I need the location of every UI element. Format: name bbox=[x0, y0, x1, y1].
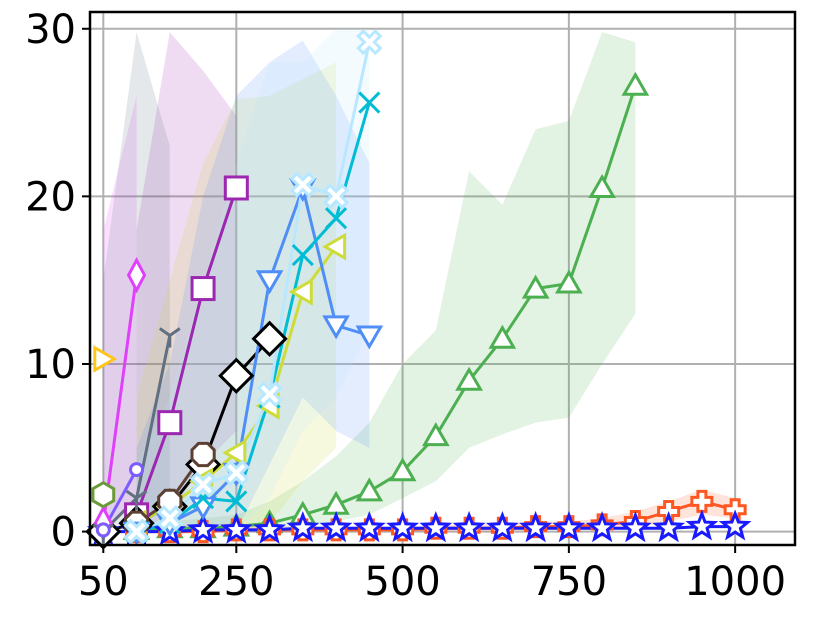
data-point bbox=[126, 256, 147, 294]
data-point bbox=[93, 345, 118, 373]
data-point bbox=[222, 439, 247, 467]
data-point bbox=[91, 480, 116, 509]
data-point bbox=[156, 505, 183, 532]
series-band bbox=[136, 489, 736, 532]
data-point bbox=[288, 278, 313, 306]
x-tick-label: 250 bbox=[198, 559, 274, 605]
series-line bbox=[101, 274, 139, 524]
data-point bbox=[286, 510, 320, 543]
data-point bbox=[452, 510, 486, 543]
x-tick-label: 500 bbox=[364, 559, 440, 605]
data-point bbox=[125, 489, 148, 511]
data-point bbox=[685, 509, 719, 541]
data-point bbox=[652, 510, 686, 543]
data-point bbox=[621, 71, 650, 96]
series-marker-group bbox=[93, 345, 118, 373]
data-point bbox=[388, 457, 417, 482]
data-point bbox=[618, 510, 652, 543]
data-point bbox=[289, 171, 316, 198]
data-point bbox=[322, 315, 350, 340]
data-point bbox=[223, 175, 249, 201]
data-point bbox=[356, 29, 383, 56]
data-point bbox=[325, 207, 348, 230]
data-point bbox=[157, 410, 183, 436]
series-band bbox=[136, 62, 337, 532]
data-point bbox=[488, 324, 517, 349]
series-band bbox=[136, 32, 237, 532]
x-tick-label: 50 bbox=[78, 559, 129, 605]
series-marker-group bbox=[123, 29, 383, 545]
data-point bbox=[190, 441, 216, 468]
data-point bbox=[386, 510, 420, 543]
data-point bbox=[718, 509, 752, 541]
x-tick-label: 1000 bbox=[684, 559, 786, 605]
data-point bbox=[419, 510, 453, 543]
data-point bbox=[186, 512, 220, 544]
series-marker-group bbox=[91, 480, 116, 509]
data-point bbox=[322, 232, 347, 261]
series-band bbox=[136, 28, 370, 532]
data-point bbox=[552, 510, 586, 543]
series-band bbox=[136, 40, 370, 532]
axes-frame bbox=[88, 10, 797, 547]
data-point bbox=[291, 243, 314, 267]
data-point bbox=[588, 173, 617, 198]
data-point bbox=[519, 510, 553, 543]
data-point bbox=[322, 183, 350, 210]
data-point bbox=[352, 510, 386, 543]
y-tick-label: 20 bbox=[25, 174, 76, 220]
y-tick-label: 30 bbox=[25, 7, 76, 53]
series-line bbox=[135, 187, 238, 516]
x-tick-label: 750 bbox=[531, 559, 607, 605]
data-point bbox=[422, 422, 450, 447]
data-point bbox=[358, 91, 381, 114]
data-point bbox=[255, 270, 284, 295]
data-point bbox=[253, 512, 286, 544]
series-band bbox=[103, 95, 137, 532]
data-point bbox=[690, 489, 714, 513]
data-point bbox=[585, 510, 619, 543]
data-point bbox=[521, 274, 550, 299]
data-point bbox=[158, 327, 181, 348]
data-point bbox=[189, 471, 217, 498]
series-markers bbox=[85, 29, 752, 550]
y-tick-label: 10 bbox=[25, 342, 76, 388]
data-point bbox=[219, 512, 253, 544]
axis-ticks: 50 250 500 750 1000 0 10 20 30 bbox=[25, 7, 786, 605]
data-point bbox=[355, 477, 384, 502]
data-point bbox=[129, 462, 145, 478]
data-point bbox=[256, 381, 283, 408]
series-marker-group bbox=[95, 462, 145, 538]
series-band bbox=[136, 32, 636, 532]
data-point bbox=[123, 518, 150, 545]
data-point bbox=[355, 325, 384, 350]
data-point bbox=[485, 510, 519, 543]
data-point bbox=[251, 320, 288, 357]
data-point bbox=[223, 459, 250, 487]
data-point bbox=[455, 366, 484, 391]
data-point bbox=[319, 510, 353, 543]
data-point bbox=[554, 269, 583, 294]
y-tick-label: 0 bbox=[51, 510, 76, 556]
confidence-bands bbox=[103, 28, 736, 532]
data-point bbox=[95, 522, 111, 538]
data-point bbox=[218, 357, 255, 394]
data-point bbox=[190, 276, 216, 302]
series-marker-group bbox=[124, 175, 249, 528]
data-point bbox=[225, 490, 248, 513]
series-line bbox=[136, 85, 637, 532]
